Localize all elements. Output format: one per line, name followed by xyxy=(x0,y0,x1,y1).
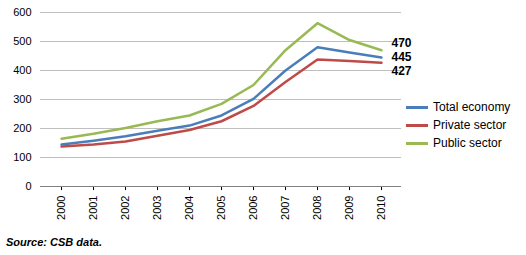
svg-text:2009: 2009 xyxy=(343,196,355,220)
svg-text:2005: 2005 xyxy=(215,196,227,220)
html-text:Private sector: Private sector xyxy=(433,118,507,132)
svg-text:400: 400 xyxy=(13,64,31,76)
html-text:Public sector: Public sector xyxy=(433,136,502,150)
svg-text:0: 0 xyxy=(25,180,31,192)
svg-text:2001: 2001 xyxy=(87,196,99,220)
svg-text:600: 600 xyxy=(13,6,31,18)
svg-text:2000: 2000 xyxy=(55,196,67,220)
html-text:Source: CSB data.: Source: CSB data. xyxy=(6,236,102,248)
svg-text:470: 470 xyxy=(392,36,412,50)
svg-text:300: 300 xyxy=(13,93,31,105)
svg-text:2008: 2008 xyxy=(311,196,323,220)
svg-text:2002: 2002 xyxy=(119,196,131,220)
svg-text:445: 445 xyxy=(392,50,412,64)
svg-text:2003: 2003 xyxy=(151,196,163,220)
svg-text:2004: 2004 xyxy=(183,196,195,220)
html-text:Total economy: Total economy xyxy=(433,100,511,114)
svg-text:500: 500 xyxy=(13,35,31,47)
svg-text:200: 200 xyxy=(13,122,31,134)
svg-text:2006: 2006 xyxy=(247,196,259,220)
svg-text:100: 100 xyxy=(13,151,31,163)
svg-text:2010: 2010 xyxy=(375,196,387,220)
svg-text:427: 427 xyxy=(392,64,412,78)
svg-text:2007: 2007 xyxy=(279,196,291,220)
